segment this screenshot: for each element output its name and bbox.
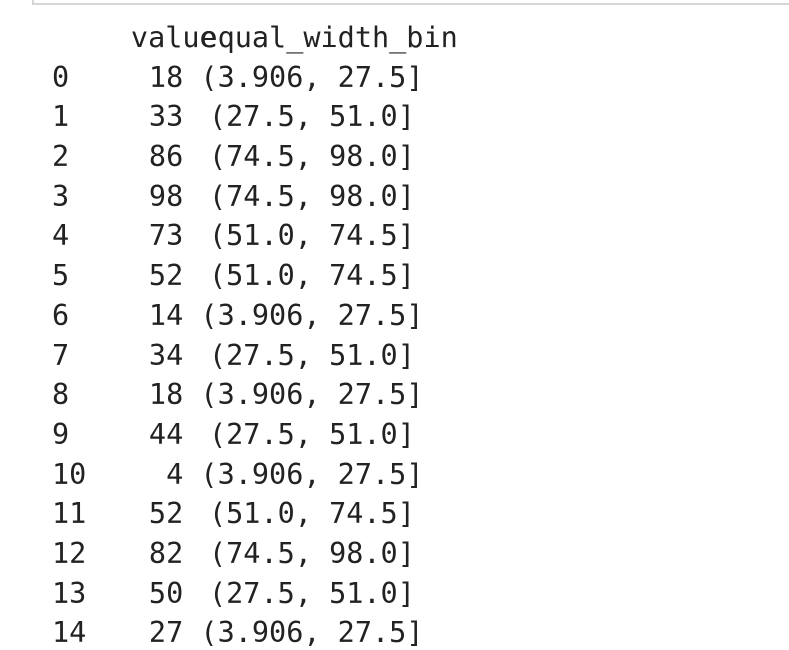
row-index: 11 <box>52 497 87 531</box>
bin-cell: (27.5, 51.0] <box>208 576 415 610</box>
table-row: 12 82 (74.5, 98.0] <box>52 534 458 574</box>
bin-cell: (51.0, 74.5] <box>208 497 415 531</box>
value-cell: 34 <box>148 338 184 372</box>
value-cell: 18 <box>148 378 184 412</box>
row-index: 2 <box>52 140 70 174</box>
table-row: 11 52 (51.0, 74.5] <box>52 494 458 534</box>
table-row: 1 33 (27.5, 51.0] <box>52 97 458 137</box>
row-index: 14 <box>52 616 87 650</box>
bin-cell: (3.906, 27.5] <box>200 378 424 412</box>
value-cell: 50 <box>148 576 184 610</box>
value-cell: 82 <box>148 536 184 570</box>
row-index: 12 <box>52 536 87 570</box>
column-header-equal-width-bin: equal_width_bin <box>200 21 458 54</box>
dataframe-printout: value equal_width_bin 0 18 (3.906, 27.5] 1 3… <box>52 18 458 650</box>
value-cell: 14 <box>148 298 184 332</box>
table-row: 4 73 (51.0, 74.5] <box>52 216 458 256</box>
table-row: 13 50 (27.5, 51.0] <box>52 574 458 614</box>
row-index: 10 <box>52 457 87 491</box>
bin-cell: (27.5, 51.0] <box>208 100 415 134</box>
bin-cell: (51.0, 74.5] <box>208 259 415 293</box>
bin-cell: (74.5, 98.0] <box>208 140 415 174</box>
table-row: 9 44 (27.5, 51.0] <box>52 415 458 455</box>
table-row: 3 98 (74.5, 98.0] <box>52 177 458 217</box>
header-row: value equal_width_bin <box>52 18 458 58</box>
value-cell: 98 <box>148 179 184 213</box>
dataframe-rows: 0 18 (3.906, 27.5] 1 33 (27.5, 51.0] 2 86 (74… <box>52 58 458 650</box>
row-index: 6 <box>52 298 70 332</box>
value-cell: 86 <box>148 140 184 174</box>
value-cell: 18 <box>148 60 184 94</box>
value-cell: 44 <box>148 417 184 451</box>
value-cell: 52 <box>148 497 184 531</box>
table-row: 6 14 (3.906, 27.5] <box>52 296 458 336</box>
row-index: 3 <box>52 179 70 213</box>
table-row: 2 86 (74.5, 98.0] <box>52 137 458 177</box>
table-row: 7 34 (27.5, 51.0] <box>52 336 458 376</box>
value-cell: 73 <box>148 219 184 253</box>
value-cell: 52 <box>148 259 184 293</box>
row-index: 8 <box>52 378 70 412</box>
table-row: 14 27 (3.906, 27.5] <box>52 613 458 650</box>
row-index: 1 <box>52 100 70 134</box>
value-cell: 27 <box>148 616 184 650</box>
bin-cell: (3.906, 27.5] <box>200 298 424 332</box>
bin-cell: (3.906, 27.5] <box>200 616 424 650</box>
value-cell: 33 <box>148 100 184 134</box>
row-index: 9 <box>52 417 70 451</box>
bin-cell: (74.5, 98.0] <box>208 179 415 213</box>
bin-cell: (51.0, 74.5] <box>208 219 415 253</box>
row-index: 7 <box>52 338 70 372</box>
table-row: 8 18 (3.906, 27.5] <box>52 375 458 415</box>
table-row: 5 52 (51.0, 74.5] <box>52 256 458 296</box>
table-row: 10 4 (3.906, 27.5] <box>52 455 458 495</box>
bin-cell: (3.906, 27.5] <box>200 457 424 491</box>
value-cell: 4 <box>166 457 184 491</box>
bin-cell: (27.5, 51.0] <box>208 417 415 451</box>
table-row: 0 18 (3.906, 27.5] <box>52 58 458 98</box>
output-cell-border <box>32 0 789 5</box>
bin-cell: (74.5, 98.0] <box>208 536 415 570</box>
row-index: 0 <box>52 60 70 94</box>
row-index: 13 <box>52 576 87 610</box>
column-header-value: value <box>130 21 217 54</box>
row-index: 5 <box>52 259 70 293</box>
row-index: 4 <box>52 219 70 253</box>
bin-cell: (27.5, 51.0] <box>208 338 415 372</box>
bin-cell: (3.906, 27.5] <box>200 60 424 94</box>
